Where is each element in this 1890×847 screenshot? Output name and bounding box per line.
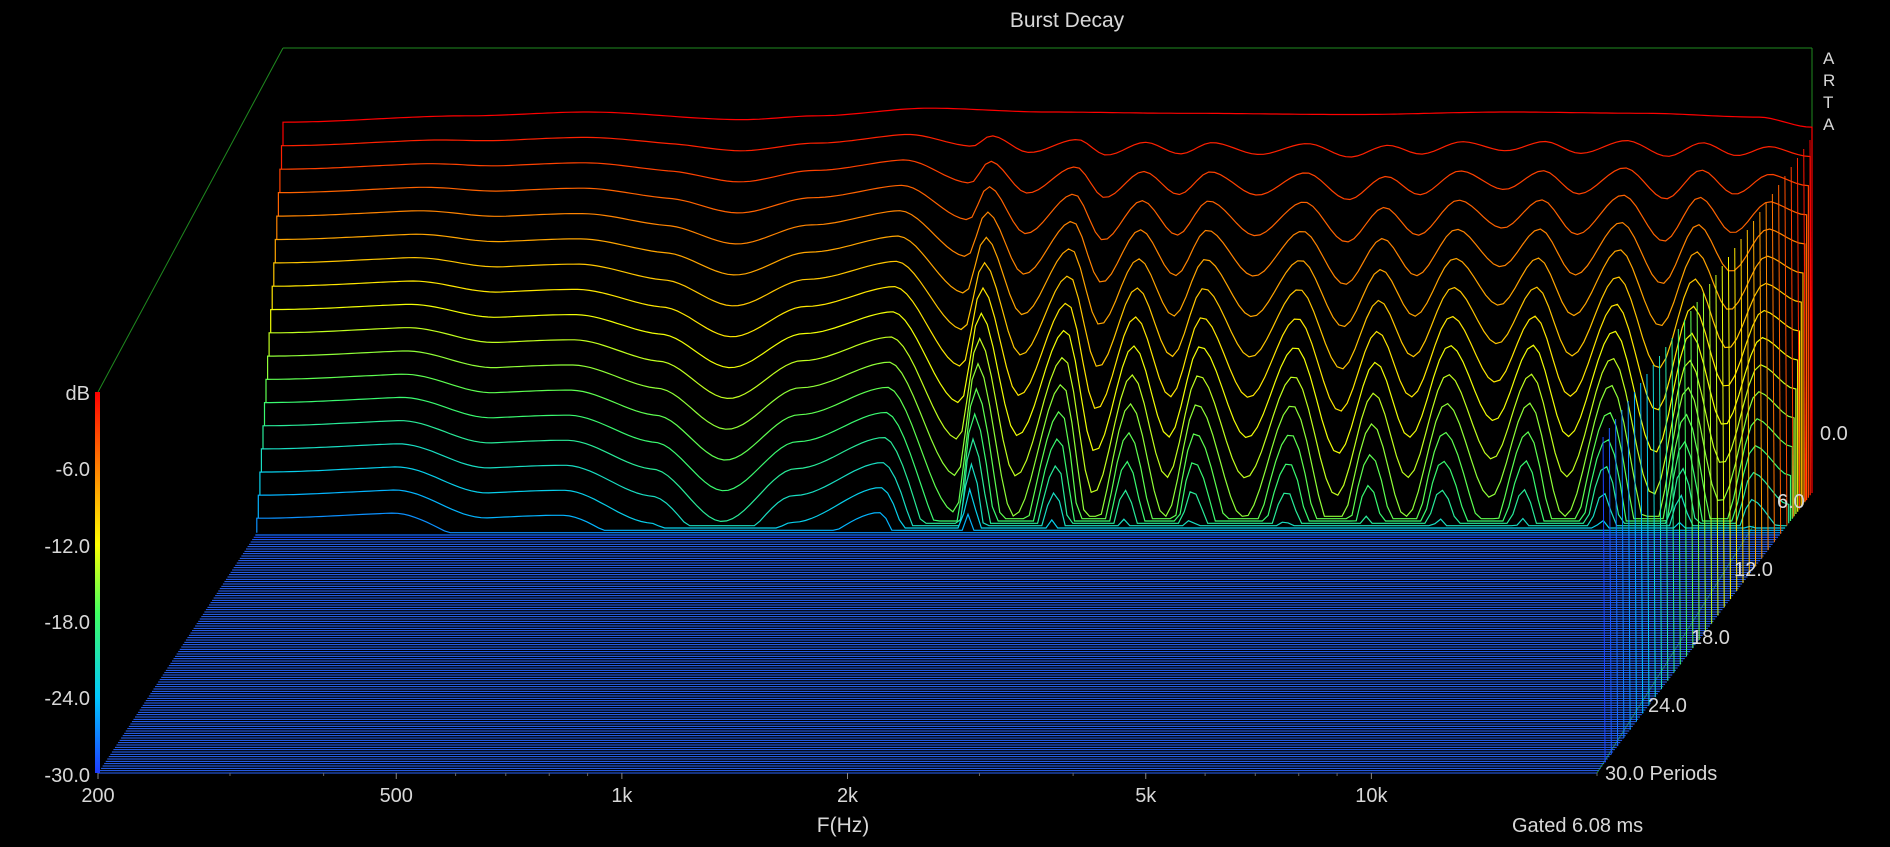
svg-text:A: A: [1823, 49, 1835, 68]
svg-text:R: R: [1823, 71, 1835, 90]
time-tick-label: 12.0: [1734, 559, 1773, 581]
wall-line: [1715, 274, 1719, 616]
x-axis-ticks: 200 500 1k 2k 5k 10k: [81, 773, 1598, 807]
wall-line: [1765, 202, 1769, 551]
x-tick-label: 1k: [611, 785, 633, 807]
decay-slice: [280, 133, 1811, 496]
right-wall-curtain: [1602, 139, 1813, 763]
decay-slice: [257, 489, 1784, 531]
wall-line: [1615, 418, 1619, 747]
wall-line: [1759, 211, 1763, 559]
slice-fill: [261, 443, 1787, 526]
decay-slice: [262, 419, 1790, 524]
wall-line: [1608, 427, 1612, 755]
decay-slice: [271, 280, 1801, 510]
x-tick-label: 500: [380, 785, 413, 807]
time-tick-label: 6.0: [1777, 491, 1805, 513]
wall-line: [1640, 382, 1644, 714]
decay-slice: [256, 512, 1782, 534]
x-tick-label: 10k: [1355, 785, 1388, 807]
wall-line: [1734, 247, 1738, 592]
wall-line: [1602, 436, 1606, 763]
wall-line: [1796, 157, 1800, 510]
wall-line: [1771, 193, 1775, 543]
wall-line: [1684, 319, 1688, 657]
color-scale-bar: [95, 392, 100, 773]
decay-slice: [260, 443, 1787, 527]
z-tick-label: -30.0: [44, 765, 90, 787]
wall-line: [1621, 409, 1625, 739]
wall-line: [1753, 220, 1757, 567]
svg-text:A: A: [1823, 115, 1835, 134]
z-tick-label: -6.0: [56, 459, 90, 481]
time-axis-ticks: 0.0 6.0 12.0 18.0 24.0 30.0 Periods: [1605, 423, 1848, 785]
wall-line: [1646, 373, 1650, 706]
time-tick-label: 30.0 Periods: [1605, 763, 1717, 785]
z-unit-label: dB: [66, 383, 90, 405]
decay-slice: [268, 327, 1797, 514]
decay-slice: [263, 396, 1792, 522]
x-tick-label: 2k: [837, 785, 859, 807]
svg-text:T: T: [1823, 93, 1833, 112]
z-tick-label: -18.0: [44, 612, 90, 634]
decay-slice: [267, 350, 1795, 518]
wall-line: [1690, 310, 1694, 649]
wall-line: [1790, 166, 1794, 518]
decay-slice: [277, 184, 1808, 500]
decay-slice: [259, 466, 1786, 529]
wall-line: [1721, 265, 1725, 608]
z-tick-label: -24.0: [44, 688, 90, 710]
wall-line: [1740, 238, 1744, 583]
x-tick-label: 5k: [1135, 785, 1157, 807]
decay-slice: [276, 210, 1806, 503]
wall-line: [1803, 148, 1807, 502]
wall-line: [1659, 355, 1662, 690]
wall-line: [1702, 292, 1706, 632]
wall-line: [1727, 256, 1731, 600]
floor-slices: [98, 539, 1777, 774]
wall-line: [1677, 328, 1681, 665]
decay-slice: [274, 233, 1804, 505]
wall-line: [1784, 175, 1788, 526]
wall-line: [1809, 139, 1813, 494]
time-tick-label: 24.0: [1648, 695, 1687, 717]
time-tick-label: 18.0: [1691, 627, 1730, 649]
decay-slice: [279, 159, 1810, 498]
chart-title: Burst Decay: [1010, 9, 1125, 32]
gate-note: Gated 6.08 ms: [1512, 815, 1643, 837]
arta-logo: A R T A: [1823, 49, 1835, 134]
decay-slice: [282, 107, 1813, 493]
wall-line: [1778, 184, 1782, 534]
wall-line: [1709, 283, 1713, 624]
wall-line: [1671, 337, 1675, 673]
decay-slice: [273, 256, 1802, 507]
x-tick-label: 200: [81, 785, 114, 807]
wall-line: [1633, 391, 1637, 722]
decay-slice: [270, 303, 1799, 512]
wall-line: [1627, 400, 1631, 730]
wall-line: [1746, 229, 1750, 575]
wall-line: [1652, 364, 1656, 698]
time-tick-label: 0.0: [1820, 423, 1848, 445]
wall-line: [1665, 346, 1669, 681]
wall-line: [1696, 301, 1700, 641]
z-tick-label: -12.0: [44, 536, 90, 558]
waterfall-slices: [253, 107, 1813, 538]
decay-slice: [265, 373, 1793, 520]
x-axis-label: F(Hz): [817, 814, 869, 837]
slice-fill: [256, 513, 1782, 533]
